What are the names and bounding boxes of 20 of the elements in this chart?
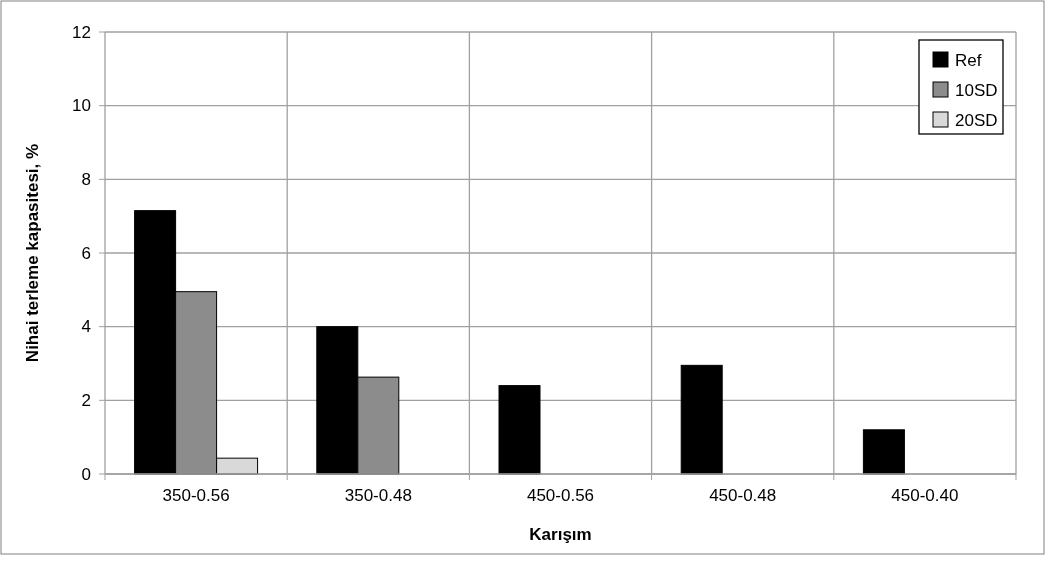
x-tick-label: 450-0.48 xyxy=(709,486,777,505)
bar xyxy=(680,364,723,475)
x-tick-label: 350-0.56 xyxy=(162,486,230,505)
bar xyxy=(862,429,905,475)
x-tick-label: 350-0.48 xyxy=(344,486,412,505)
y-tick-label: 10 xyxy=(72,96,91,116)
x-axis-title: Karışım xyxy=(529,525,592,544)
y-axis-title: Nihai terleme kapasitesi, % xyxy=(23,143,42,363)
legend-label: 20SD xyxy=(955,110,998,130)
x-tick-label: 450-0.56 xyxy=(526,486,595,505)
y-tick-label: 8 xyxy=(81,169,91,189)
y-tick-label: 2 xyxy=(81,390,91,410)
y-tick-label: 4 xyxy=(81,317,91,337)
x-tick-label: 450-0.40 xyxy=(891,486,959,505)
legend-label: 10SD xyxy=(955,80,998,100)
y-tick-label: 0 xyxy=(81,464,91,484)
legend-label: Ref xyxy=(955,50,982,70)
y-tick-label: 6 xyxy=(81,243,91,263)
y-tick-label: 12 xyxy=(72,22,91,42)
bar xyxy=(498,385,541,475)
